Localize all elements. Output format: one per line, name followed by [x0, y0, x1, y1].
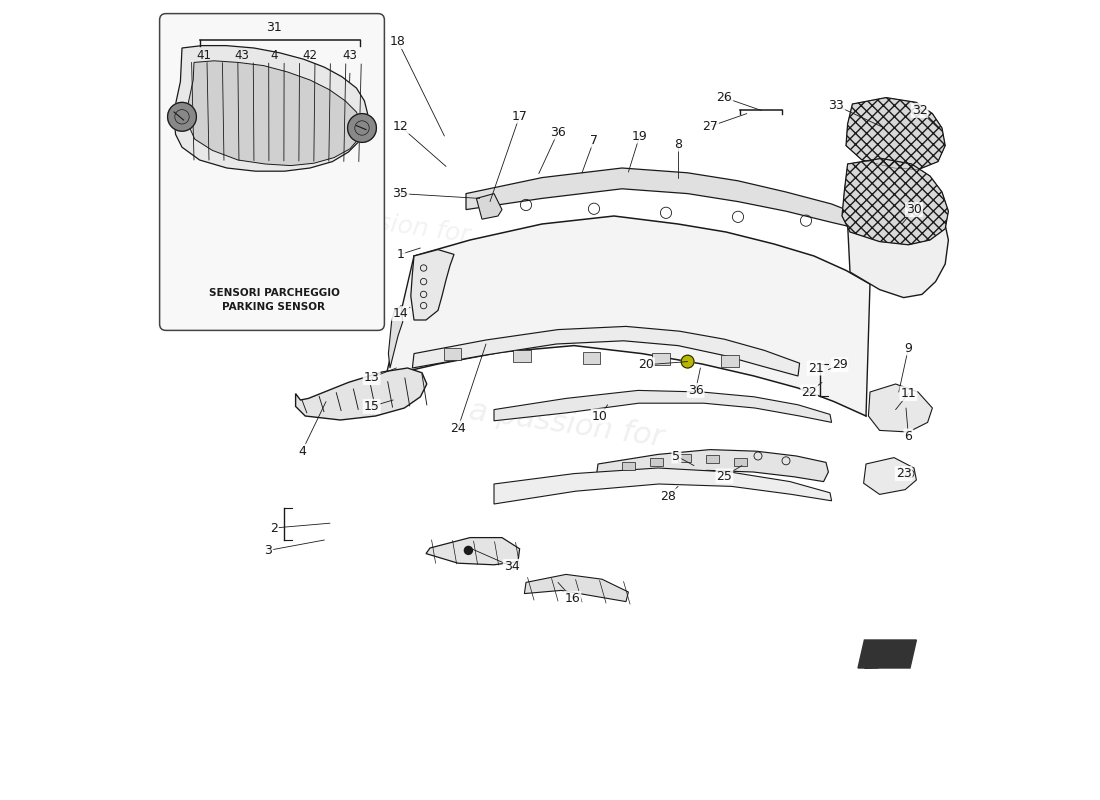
Text: a passion for: a passion for [309, 201, 472, 247]
Bar [722, 355, 739, 367]
Text: 13: 13 [364, 371, 380, 384]
Circle shape [348, 114, 376, 142]
Text: 33: 33 [828, 99, 845, 112]
Polygon shape [174, 46, 367, 171]
Text: 9: 9 [904, 342, 912, 354]
Polygon shape [388, 306, 403, 368]
Text: 36: 36 [550, 126, 565, 138]
Text: 25: 25 [716, 470, 733, 482]
Text: 41: 41 [196, 49, 211, 62]
Polygon shape [412, 326, 800, 376]
Polygon shape [864, 458, 916, 494]
Text: 34: 34 [504, 560, 519, 573]
Text: 43: 43 [234, 49, 250, 62]
Polygon shape [426, 538, 519, 565]
Polygon shape [466, 168, 866, 230]
Bar [650, 458, 663, 466]
Text: 35: 35 [393, 187, 408, 200]
Text: 20: 20 [638, 358, 653, 371]
Polygon shape [842, 158, 948, 245]
Text: 43: 43 [342, 49, 358, 62]
Polygon shape [858, 640, 916, 668]
Polygon shape [595, 450, 828, 488]
Text: 22: 22 [801, 386, 817, 398]
Text: 7: 7 [590, 134, 598, 146]
Bar [443, 348, 461, 360]
FancyBboxPatch shape [160, 14, 384, 330]
Text: 17: 17 [512, 110, 528, 122]
Polygon shape [187, 61, 362, 166]
Bar [734, 458, 747, 466]
Text: 1: 1 [396, 248, 405, 261]
Text: 4: 4 [271, 49, 277, 62]
Polygon shape [846, 179, 948, 298]
Text: 19: 19 [631, 130, 648, 142]
Text: 8: 8 [674, 138, 682, 150]
Circle shape [464, 546, 472, 554]
Text: 32: 32 [912, 104, 927, 117]
Polygon shape [476, 194, 502, 219]
Bar [706, 455, 718, 463]
Text: 6: 6 [904, 430, 912, 442]
Text: 26: 26 [716, 91, 733, 104]
Text: 30: 30 [906, 203, 922, 216]
Circle shape [167, 102, 197, 131]
Polygon shape [494, 468, 832, 504]
Text: 42: 42 [302, 49, 318, 62]
Text: 28: 28 [660, 490, 676, 502]
Text: 11: 11 [901, 387, 916, 400]
Polygon shape [386, 216, 870, 416]
Polygon shape [525, 574, 628, 602]
Text: 10: 10 [592, 410, 607, 422]
Text: 12: 12 [393, 120, 408, 133]
Text: 2: 2 [271, 522, 278, 534]
Text: 21: 21 [807, 362, 824, 374]
Text: 5: 5 [672, 450, 681, 462]
Text: 36: 36 [688, 384, 704, 397]
Bar [583, 352, 601, 364]
Text: 16: 16 [564, 592, 581, 605]
Circle shape [681, 355, 694, 368]
Text: a passion for: a passion for [466, 396, 666, 452]
Text: 23: 23 [895, 467, 912, 480]
Text: SENSORI PARCHEGGIO
PARKING SENSOR: SENSORI PARCHEGGIO PARKING SENSOR [209, 288, 340, 312]
Text: 14: 14 [393, 307, 408, 320]
Polygon shape [494, 390, 832, 422]
Text: 3: 3 [264, 544, 273, 557]
Bar [514, 350, 531, 362]
Polygon shape [410, 250, 454, 320]
Bar [621, 462, 635, 470]
Bar [652, 354, 670, 366]
Text: 27: 27 [702, 120, 718, 133]
Text: 29: 29 [832, 358, 847, 371]
Text: 15: 15 [364, 400, 380, 413]
Polygon shape [868, 384, 933, 432]
Text: 31: 31 [266, 21, 282, 34]
Text: 4: 4 [298, 445, 306, 458]
Polygon shape [846, 98, 945, 170]
Text: 18: 18 [390, 35, 406, 48]
Polygon shape [296, 368, 427, 420]
Text: 24: 24 [450, 422, 466, 434]
Bar [678, 454, 691, 462]
